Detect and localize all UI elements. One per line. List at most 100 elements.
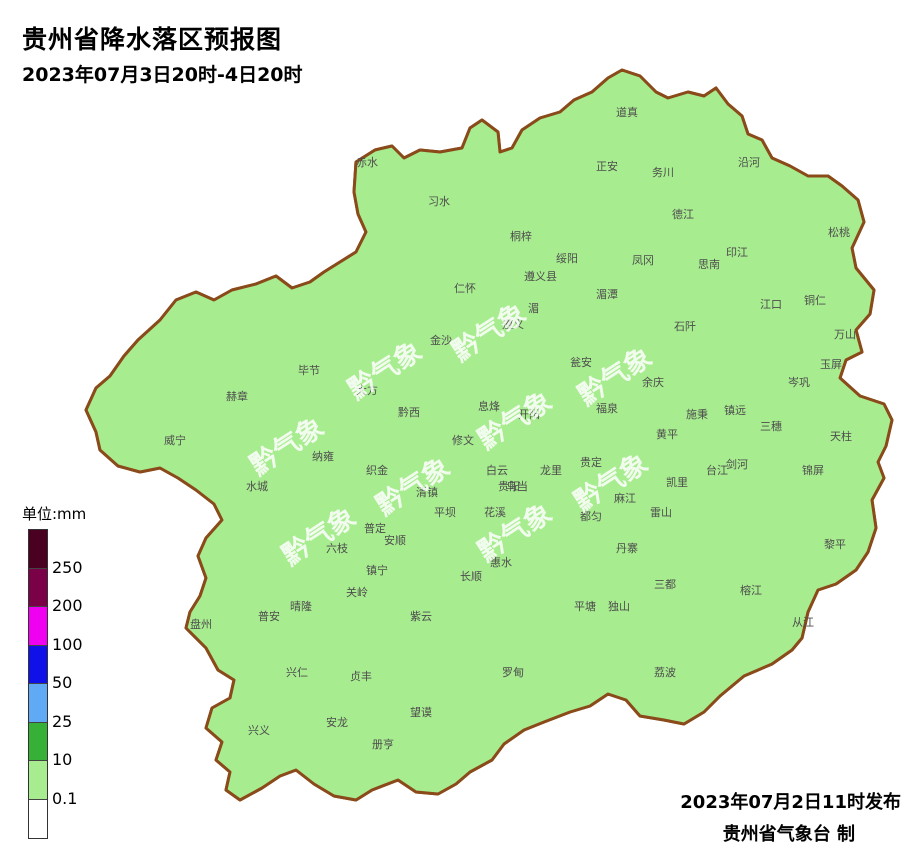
legend-swatch: [29, 799, 47, 838]
city-label: 平塘: [574, 599, 596, 613]
city-label: 石阡: [674, 320, 696, 333]
city-label: 都匀: [580, 510, 602, 523]
legend-label: 25: [52, 711, 73, 731]
city-label: 赫章: [226, 389, 248, 403]
legend-swatch: [29, 684, 47, 723]
city-label: 花溪: [484, 506, 506, 519]
city-label: 普安: [258, 609, 280, 623]
city-label: 万山: [834, 328, 856, 341]
city-label: 锦屏: [802, 463, 824, 477]
city-label: 凯里: [666, 476, 688, 489]
city-label: 镇远: [724, 403, 746, 417]
legend-swatch: [29, 645, 47, 684]
city-label: 息烽: [478, 399, 500, 413]
city-label: 开阳: [518, 408, 540, 421]
city-label: 册亨: [372, 737, 394, 751]
city-label: 遵义: [502, 317, 524, 331]
legend-label: 50: [52, 673, 73, 692]
city-label: 榕江: [740, 583, 762, 597]
city-label: 独山: [608, 600, 630, 613]
city-label: 关岭: [346, 585, 368, 599]
legend: 单位:mm 250 200 100 50 25 10 0.1: [22, 503, 87, 839]
city-label: 普定: [364, 521, 386, 535]
city-label: 湄潭: [596, 288, 618, 301]
city-label: 遵义县: [524, 269, 557, 283]
city-label: 务川: [652, 166, 674, 179]
city-label: 大方: [356, 383, 378, 397]
city-label: 兴仁: [286, 666, 308, 679]
city-label: 金沙: [430, 333, 452, 347]
city-label: 清镇: [416, 485, 438, 499]
city-label: 从江: [792, 616, 814, 629]
city-label: 威宁: [164, 433, 186, 447]
legend-swatch: [29, 761, 47, 800]
city-label: 龙里: [540, 464, 562, 477]
legend-label: 100: [52, 634, 83, 654]
city-label: 纳雍: [312, 449, 334, 463]
city-label: 惠水: [490, 555, 512, 569]
city-label: 丹寨: [616, 541, 638, 555]
city-label: 白云: [486, 463, 508, 477]
city-label: 长顺: [460, 570, 482, 583]
city-label: 思南: [698, 258, 720, 271]
city-label: 桐梓: [510, 229, 532, 243]
city-label: 岑巩: [788, 376, 810, 389]
city-label: 沿河: [738, 156, 760, 169]
city-label: 水城: [246, 480, 268, 493]
city-label: 湄: [528, 302, 539, 315]
legend-label: 10: [52, 750, 73, 769]
city-label: 瓮安: [570, 355, 592, 369]
city-label: 修文: [452, 433, 474, 447]
city-label: 贵定: [580, 455, 602, 469]
city-label: 紫云: [410, 610, 432, 623]
legend-swatch: [29, 568, 47, 607]
city-label: 正安: [596, 159, 618, 173]
city-label: 镇宁: [366, 563, 388, 577]
city-label: 贞丰: [350, 669, 372, 683]
city-label: 习水: [428, 195, 450, 208]
city-label: 兴义: [248, 724, 270, 737]
city-label: 仁怀: [454, 282, 476, 295]
city-label: 贵阳: [498, 480, 520, 493]
city-label: 天柱: [830, 429, 852, 443]
city-label: 六枝: [326, 541, 348, 555]
forecast-period: 2023年07月3日20时-4日20时: [22, 64, 303, 86]
city-label: 施秉: [686, 407, 708, 421]
legend-swatch: [29, 530, 47, 569]
city-label: 台江: [706, 463, 728, 477]
legend-swatch: [29, 607, 47, 646]
city-label: 黔西: [398, 405, 420, 419]
city-label: 福泉: [596, 401, 618, 415]
city-label: 铜仁: [804, 293, 826, 307]
city-label: 平坝: [434, 505, 456, 519]
legend-label: 250: [52, 557, 83, 577]
city-label: 安龙: [326, 715, 348, 729]
city-label: 玉屏: [820, 358, 842, 371]
agency-name: 贵州省气象台 制: [722, 824, 855, 845]
legend-unit: 单位:mm: [22, 505, 87, 523]
city-label: 荔波: [654, 666, 676, 679]
city-label: 晴隆: [290, 599, 312, 613]
city-label: 望谟: [410, 706, 432, 719]
city-label: 德江: [672, 207, 694, 221]
legend-swatch: [29, 722, 47, 761]
city-label: 安顺: [384, 533, 406, 547]
city-label: 松桃: [828, 225, 850, 239]
city-label: 余庆: [642, 375, 664, 389]
city-label: 绥阳: [556, 252, 578, 265]
city-label: 毕节: [298, 364, 320, 377]
legend-color-bar: [28, 529, 48, 839]
city-label: 黎平: [824, 537, 846, 551]
city-label: 三都: [654, 578, 676, 591]
city-label: 麻江: [614, 491, 636, 505]
city-label: 三穗: [760, 420, 782, 433]
city-label: 织金: [366, 463, 388, 477]
city-label: 雷山: [650, 506, 672, 519]
city-label: 盘州: [190, 617, 212, 631]
city-label: 江口: [760, 298, 782, 311]
city-label: 赤水: [356, 156, 378, 169]
city-label: 黄平: [656, 427, 678, 441]
city-label: 罗甸: [502, 666, 524, 679]
city-labels: 赤水 习水 桐梓 道真 正安 务川 沿河 仁怀 绥阳 湄潭 凤冈 德江 印江 松…: [164, 105, 856, 751]
